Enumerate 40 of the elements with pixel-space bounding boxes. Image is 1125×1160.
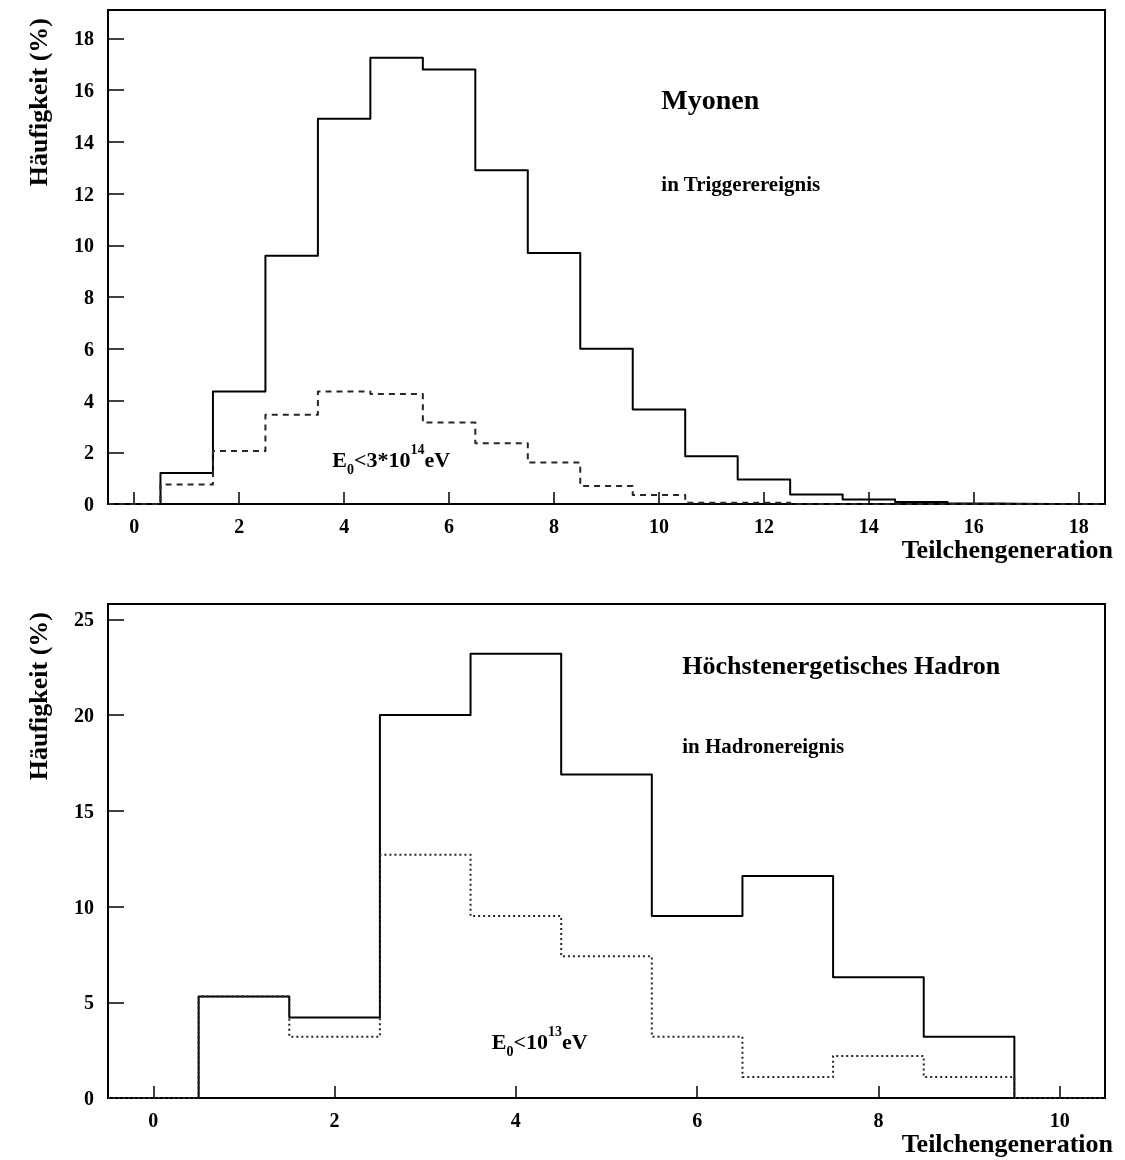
x-tick-label: 4 bbox=[339, 515, 350, 537]
y-tick-label: 15 bbox=[74, 799, 94, 822]
x-tick-label: 6 bbox=[692, 1109, 703, 1131]
x-tick-label: 8 bbox=[873, 1109, 884, 1131]
x-tick-label: 14 bbox=[858, 515, 879, 537]
y-tick-label: 16 bbox=[74, 79, 94, 102]
y-tick-label: 10 bbox=[74, 895, 94, 918]
x-tick-label: 12 bbox=[753, 515, 774, 537]
x-tick-label: 10 bbox=[1049, 1109, 1070, 1131]
y-tick-label: 5 bbox=[84, 991, 94, 1014]
x-tick-label: 0 bbox=[148, 1109, 159, 1131]
y-tick-label: 10 bbox=[74, 234, 94, 257]
y-tick-label: 2 bbox=[84, 441, 94, 464]
x-tick-label: 2 bbox=[329, 1109, 340, 1131]
x-tick-label: 4 bbox=[510, 1109, 521, 1131]
text: Myonen bbox=[661, 84, 760, 116]
y-tick-label: 20 bbox=[74, 704, 94, 727]
x-tick-label: 16 bbox=[963, 515, 984, 537]
y-tick-label: 12 bbox=[74, 182, 94, 205]
y-tick-label: 0 bbox=[84, 493, 94, 515]
text: in Hadronereignis bbox=[682, 733, 845, 758]
x-axis-title: Teilchengeneration bbox=[901, 1128, 1114, 1158]
y-tick-label: 4 bbox=[84, 389, 94, 412]
x-tick-label: 8 bbox=[549, 515, 560, 537]
y-tick-label: 6 bbox=[84, 337, 94, 360]
y-tick-label: 18 bbox=[74, 27, 94, 50]
x-tick-label: 10 bbox=[648, 515, 669, 537]
y-axis-title: Häufigkeit (%) bbox=[23, 612, 53, 781]
x-axis-title: Teilchengeneration bbox=[901, 534, 1114, 564]
text: Höchstenergetisches Hadron bbox=[682, 651, 1001, 681]
y-axis-title: Häufigkeit (%) bbox=[23, 18, 53, 187]
y-tick-label: 0 bbox=[84, 1087, 94, 1109]
x-tick-label: 2 bbox=[234, 515, 245, 537]
text: in Triggerereignis bbox=[661, 171, 821, 196]
x-tick-label: 18 bbox=[1068, 515, 1089, 537]
x-tick-label: 6 bbox=[444, 515, 455, 537]
x-tick-label: 0 bbox=[129, 515, 140, 537]
y-tick-label: 14 bbox=[74, 130, 94, 153]
y-tick-label: 8 bbox=[84, 286, 94, 309]
y-tick-label: 25 bbox=[74, 608, 94, 631]
